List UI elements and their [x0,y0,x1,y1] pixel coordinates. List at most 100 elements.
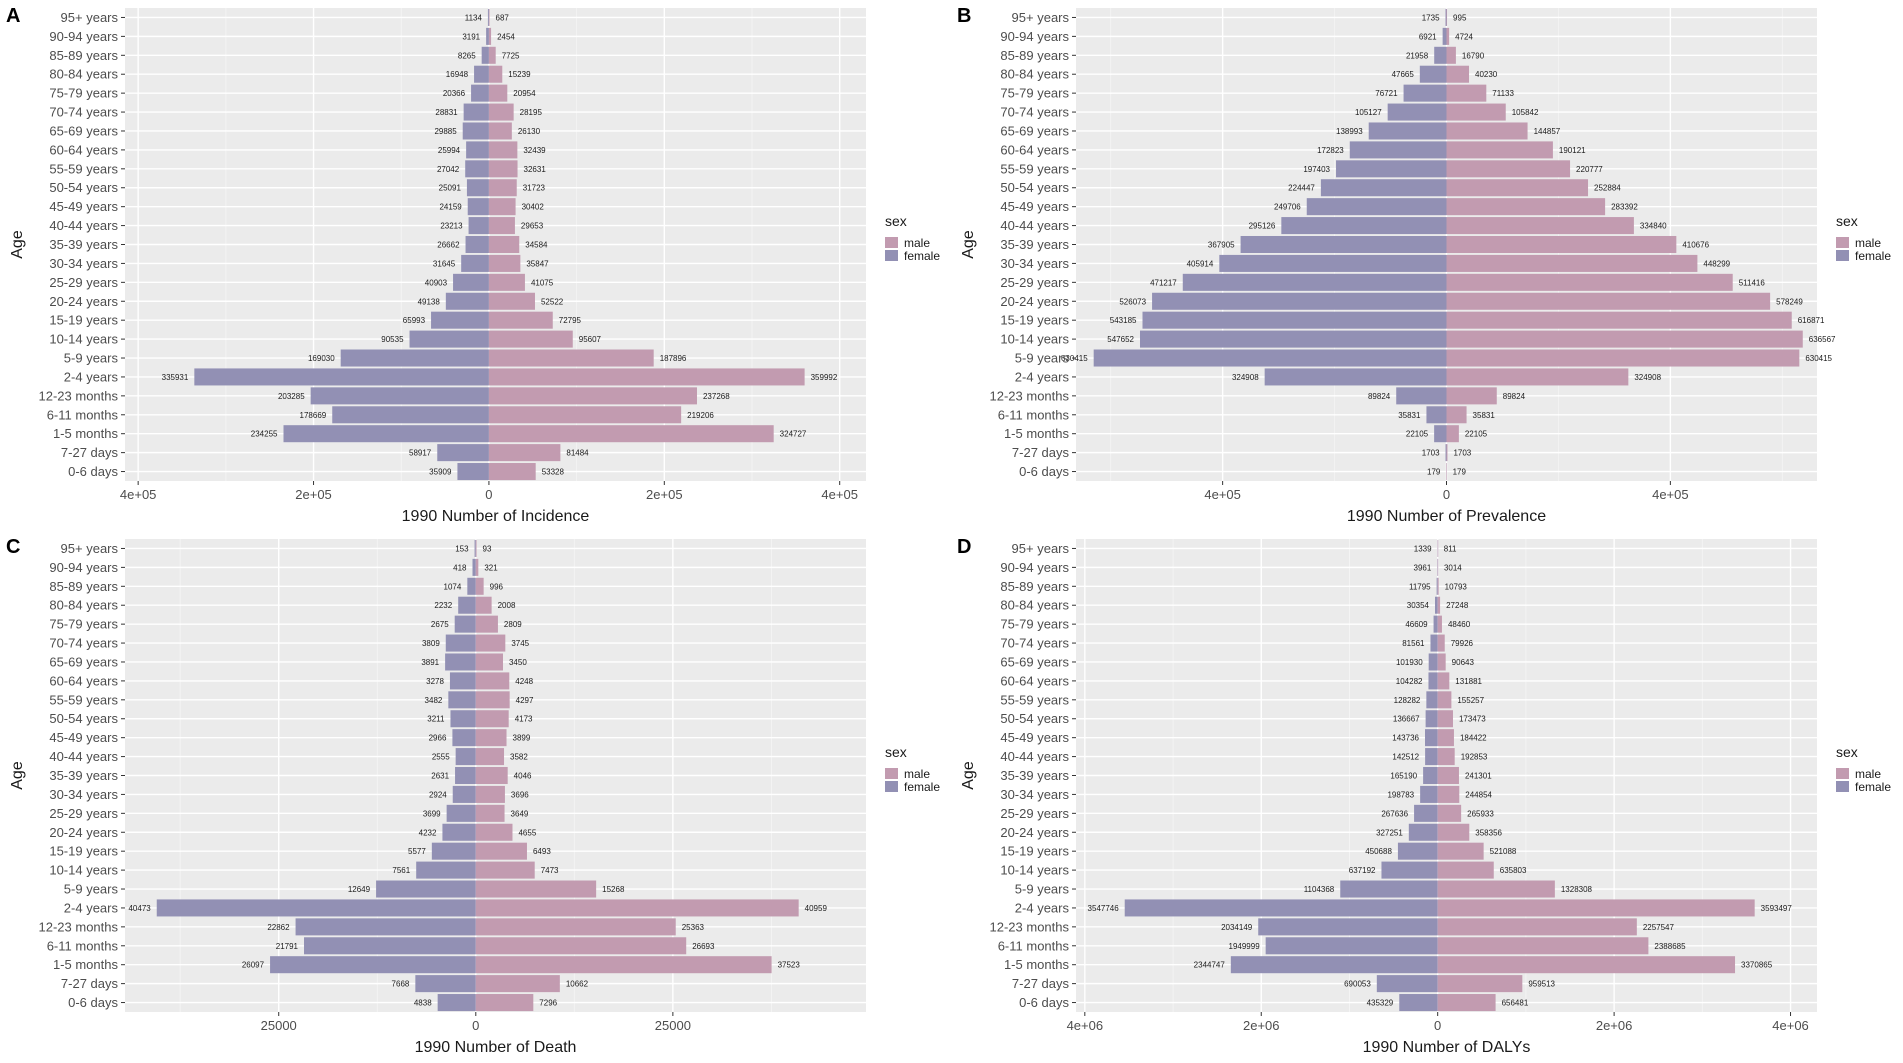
data-label-female: 30354 [1407,601,1430,610]
legend-swatch-male [885,768,898,779]
data-label-male: 448299 [1703,259,1730,268]
x-tick-label: 0 [1443,487,1450,502]
bar-male [1437,710,1453,728]
bar-female [1408,823,1438,841]
bar-female [416,861,476,879]
bar-male [1437,539,1439,557]
data-label-female: 3961 [1414,563,1432,572]
bar-male [1446,160,1571,178]
x-axis-title: 1990 Number of Prevalence [1347,508,1546,525]
bar-male [1437,785,1460,803]
data-label-female: 89824 [1368,392,1391,401]
y-tick-label: 20-24 years [49,825,118,840]
bar-male [1446,330,1803,348]
y-tick-label: 7-27 days [61,445,119,460]
bar-male [1446,198,1606,216]
data-label-male: 155257 [1457,696,1484,705]
data-label-male: 996 [490,582,504,591]
data-label-male: 37523 [778,961,801,970]
bar-female [332,406,489,424]
bar-male [488,198,516,216]
data-label-male: 811 [1444,544,1457,553]
legend-label-female: female [1855,249,1891,263]
data-label-male: 324727 [780,430,807,439]
data-label-male: 359992 [811,373,838,382]
data-label-female: 249706 [1274,203,1301,212]
y-axis-title: Age [9,761,26,790]
bar-male [488,444,561,462]
data-label-male: 2809 [504,620,522,629]
bar-male [1437,937,1649,955]
bar-male [488,84,508,102]
bar-male [488,103,514,121]
bar-female [431,842,476,860]
y-axis-title: Age [960,230,977,259]
data-label-male: 40230 [1475,70,1498,79]
x-tick-label: 2e+05 [295,487,332,502]
bar-male [488,65,503,83]
bar-male [1437,804,1462,822]
y-tick-label: 75-79 years [1000,86,1069,101]
y-tick-label: 95+ years [1012,10,1070,25]
bar-male [1437,861,1494,879]
bar-female [1281,217,1447,235]
y-tick-label: 12-23 months [39,919,119,934]
data-label-female: 28831 [435,108,458,117]
bar-female [1368,122,1447,140]
bar-female [465,235,489,254]
bar-female [1387,103,1447,121]
data-label-female: 35831 [1398,411,1421,420]
bar-male [475,823,513,841]
bar-female [463,103,489,121]
data-label-female: 234255 [251,430,278,439]
bar-female [472,558,476,576]
bar-female [1182,273,1447,291]
x-tick-label: 0 [485,487,492,502]
bar-male [488,273,525,291]
bar-female [283,425,489,443]
data-label-female: 198783 [1387,790,1414,799]
data-label-female: 2555 [432,753,450,762]
bar-male [475,918,676,936]
bar-female [1434,46,1447,64]
data-label-male: 635803 [1500,866,1527,875]
data-label-male: 3450 [509,658,527,667]
data-label-male: 173473 [1459,715,1486,724]
y-tick-label: 35-39 years [1000,237,1069,252]
data-label-female: 637192 [1349,866,1376,875]
data-label-female: 27042 [437,165,460,174]
bar-male [1437,558,1439,576]
y-tick-label: 0-6 days [1019,995,1069,1010]
bar-female [1240,235,1447,254]
bar-female [1437,558,1438,576]
y-tick-label: 60-64 years [1000,673,1069,688]
legend-title: sex [1836,213,1858,229]
bar-female [1419,65,1447,83]
data-label-male: 1703 [1453,449,1471,458]
bar-male [1446,311,1792,329]
y-tick-label: 95+ years [61,541,119,556]
bar-male [475,975,560,993]
data-label-female: 5577 [408,847,426,856]
bar-female [454,615,476,633]
bar-female [1445,444,1447,462]
x-tick-label: 25000 [655,1018,691,1033]
bar-female [1340,880,1438,898]
y-tick-label: 65-69 years [49,123,118,138]
bar-male [488,179,517,197]
y-tick-label: 85-89 years [1000,48,1069,63]
data-label-female: 26097 [242,961,265,970]
data-label-male: 81484 [566,449,589,458]
y-tick-label: 7-27 days [1012,976,1070,991]
data-label-female: 25994 [438,146,461,155]
y-tick-label: 85-89 years [49,579,118,594]
bar-female [376,880,476,898]
data-label-female: 2344747 [1194,961,1226,970]
data-label-female: 1074 [444,582,462,591]
data-label-female: 16948 [446,70,469,79]
data-label-male: 3370865 [1741,961,1773,970]
bar-female [468,217,489,235]
bar-female [446,804,476,822]
y-tick-label: 7-27 days [61,976,119,991]
bar-male [488,368,805,386]
